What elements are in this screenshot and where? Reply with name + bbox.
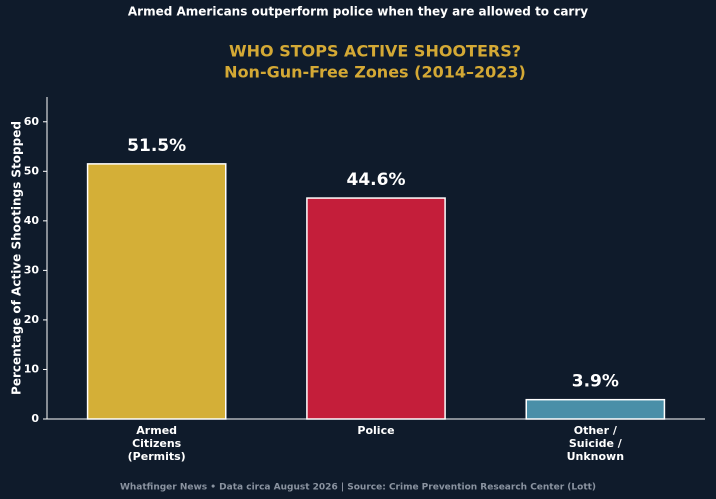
bar bbox=[306, 197, 446, 420]
bar bbox=[86, 163, 227, 420]
x-tick-label: Police bbox=[357, 424, 394, 437]
y-tick-label: 20 bbox=[24, 313, 40, 326]
y-tick-label: 60 bbox=[24, 115, 40, 128]
headline: Armed Americans outperform police when t… bbox=[128, 5, 588, 19]
y-tick-label: 40 bbox=[24, 214, 40, 227]
value-label: 3.9% bbox=[572, 372, 619, 392]
y-tick-label: 50 bbox=[24, 164, 40, 177]
y-tick-label: 30 bbox=[24, 263, 40, 276]
x-tick-label: Other / Suicide / Unknown bbox=[567, 424, 624, 463]
y-tick-label: 0 bbox=[31, 412, 39, 425]
footer: Whatfinger News • Data circa August 2026… bbox=[120, 483, 596, 493]
chart-title: WHO STOPS ACTIVE SHOOTERS? bbox=[229, 42, 521, 61]
value-label: 44.6% bbox=[347, 170, 406, 190]
chart-subtitle: Non-Gun-Free Zones (2014–2023) bbox=[224, 63, 526, 82]
y-tick-label: 10 bbox=[24, 362, 40, 375]
x-tick-label: Armed Citizens (Permits) bbox=[128, 424, 186, 463]
y-axis-label: Percentage of Active Shootings Stopped bbox=[10, 121, 24, 395]
bar bbox=[525, 398, 666, 420]
value-label: 51.5% bbox=[127, 136, 186, 156]
